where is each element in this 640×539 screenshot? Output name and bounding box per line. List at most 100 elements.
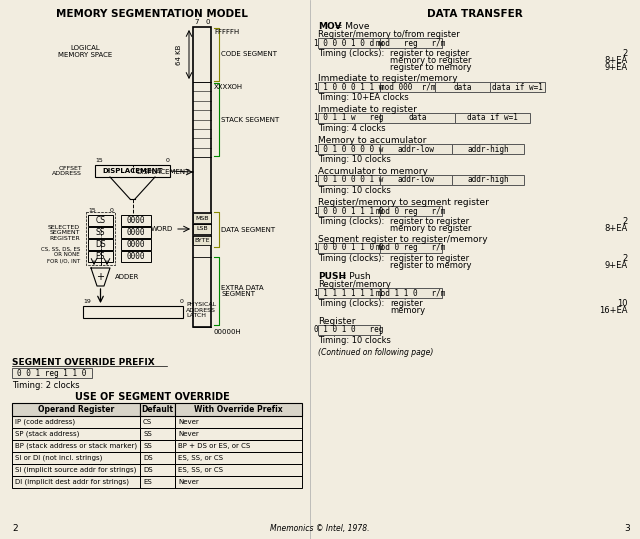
Bar bbox=[193, 27, 211, 327]
Bar bbox=[121, 215, 151, 226]
Text: ES: ES bbox=[96, 252, 105, 261]
Bar bbox=[380, 38, 442, 48]
Text: data if w=1: data if w=1 bbox=[467, 114, 518, 122]
Text: 1 0 1 0 0 0 1 w: 1 0 1 0 0 0 1 w bbox=[314, 176, 384, 184]
Text: With Override Prefix: With Override Prefix bbox=[194, 405, 283, 414]
Text: 0: 0 bbox=[109, 208, 113, 213]
Text: SS: SS bbox=[143, 443, 152, 449]
Text: 0000: 0000 bbox=[127, 228, 145, 237]
Text: DS: DS bbox=[95, 240, 106, 249]
Text: 16+EA: 16+EA bbox=[600, 306, 628, 315]
Text: addr-high: addr-high bbox=[467, 144, 509, 154]
Text: Register/memory: Register/memory bbox=[318, 280, 391, 289]
Bar bbox=[193, 235, 211, 245]
Text: 1 0 0 0 1 1 1 0: 1 0 0 0 1 1 1 0 bbox=[314, 206, 384, 216]
Text: ES, SS, or CS: ES, SS, or CS bbox=[178, 455, 223, 461]
Text: 0 0 1 reg 1 1 0: 0 0 1 reg 1 1 0 bbox=[17, 369, 86, 377]
Text: Timing: 10+EA clocks: Timing: 10+EA clocks bbox=[318, 93, 409, 102]
Text: register: register bbox=[390, 299, 423, 308]
Text: MEMORY SEGMENTATION MODEL: MEMORY SEGMENTATION MODEL bbox=[56, 9, 248, 19]
Text: addr-low: addr-low bbox=[397, 144, 435, 154]
Text: 0000: 0000 bbox=[127, 252, 145, 261]
Text: MSB: MSB bbox=[195, 216, 209, 220]
Bar bbox=[380, 206, 442, 216]
Text: register to register: register to register bbox=[390, 254, 469, 263]
Text: Timing: 4 clocks: Timing: 4 clocks bbox=[318, 124, 386, 133]
Text: Register/memory to segment register: Register/memory to segment register bbox=[318, 198, 489, 207]
Text: PHYSICAL
ADDRESS
LATCH: PHYSICAL ADDRESS LATCH bbox=[186, 302, 216, 319]
Bar bbox=[83, 306, 183, 318]
Text: CS: CS bbox=[95, 216, 106, 225]
Text: 9+EA: 9+EA bbox=[605, 261, 628, 270]
Bar bbox=[318, 82, 380, 92]
Text: PUSH: PUSH bbox=[318, 272, 346, 281]
Bar bbox=[140, 440, 175, 452]
Text: Timing (clocks):: Timing (clocks): bbox=[318, 49, 384, 58]
Text: +: + bbox=[97, 272, 104, 282]
Text: 1 0 0 0 1 0 d w: 1 0 0 0 1 0 d w bbox=[314, 38, 384, 47]
Text: mod 0 reg   r/m: mod 0 reg r/m bbox=[376, 244, 445, 252]
Text: 0: 0 bbox=[166, 158, 170, 163]
Text: register to memory: register to memory bbox=[390, 261, 472, 270]
Bar bbox=[455, 113, 530, 123]
Text: 3: 3 bbox=[624, 524, 630, 533]
Text: 15: 15 bbox=[88, 208, 96, 213]
Bar bbox=[140, 476, 175, 488]
Text: Timing: 10 clocks: Timing: 10 clocks bbox=[318, 336, 391, 345]
Text: data if w=1: data if w=1 bbox=[492, 82, 543, 92]
Text: mod 1 1 0   r/m: mod 1 1 0 r/m bbox=[376, 288, 445, 298]
Bar bbox=[175, 440, 302, 452]
Bar bbox=[175, 428, 302, 440]
Text: register to register: register to register bbox=[390, 49, 469, 58]
Bar bbox=[193, 213, 211, 223]
Text: 0000: 0000 bbox=[127, 240, 145, 249]
Bar bbox=[12, 428, 140, 440]
Bar bbox=[318, 38, 380, 48]
Bar bbox=[12, 440, 140, 452]
Text: 1 0 1 1 w   reg: 1 0 1 1 w reg bbox=[314, 114, 384, 122]
Text: DATA TRANSFER: DATA TRANSFER bbox=[427, 9, 523, 19]
Text: Timing (clocks):: Timing (clocks): bbox=[318, 217, 384, 226]
Text: SELECTED
SEGMENT
REGISTER: SELECTED SEGMENT REGISTER bbox=[48, 225, 80, 241]
Text: data: data bbox=[453, 82, 472, 92]
Text: 1 1 0 0 0 1 1 w: 1 1 0 0 0 1 1 w bbox=[314, 82, 384, 92]
Bar bbox=[435, 82, 490, 92]
Bar bbox=[12, 464, 140, 476]
Text: Register: Register bbox=[318, 317, 355, 326]
Text: Immediate to register: Immediate to register bbox=[318, 105, 417, 114]
Text: SI or DI (not incl. strings): SI or DI (not incl. strings) bbox=[15, 455, 102, 461]
Text: SI (implicit source addr for strings): SI (implicit source addr for strings) bbox=[15, 467, 136, 473]
Bar bbox=[380, 288, 442, 298]
Bar bbox=[140, 416, 175, 428]
Bar bbox=[490, 82, 545, 92]
Text: LOGICAL
MEMORY SPACE: LOGICAL MEMORY SPACE bbox=[58, 45, 112, 58]
Text: 0: 0 bbox=[179, 299, 183, 304]
Bar bbox=[380, 82, 435, 92]
Text: = Push: = Push bbox=[336, 272, 371, 281]
Text: addr-low: addr-low bbox=[397, 176, 435, 184]
Text: CS: CS bbox=[143, 419, 152, 425]
Text: DS: DS bbox=[143, 467, 152, 473]
Text: Timing: 2 clocks: Timing: 2 clocks bbox=[12, 381, 79, 390]
Bar bbox=[88, 251, 113, 262]
Text: Mnemonics © Intel, 1978.: Mnemonics © Intel, 1978. bbox=[270, 524, 370, 533]
Text: OFFSET
ADDRESS: OFFSET ADDRESS bbox=[52, 165, 82, 176]
Bar bbox=[88, 227, 113, 238]
Text: Memory to accumulator: Memory to accumulator bbox=[318, 136, 426, 145]
Text: Never: Never bbox=[178, 419, 199, 425]
Text: WORD: WORD bbox=[151, 226, 173, 232]
Text: CS, SS, DS, ES
OR NONE
FOR I/O, INT: CS, SS, DS, ES OR NONE FOR I/O, INT bbox=[40, 247, 80, 263]
Text: memory: memory bbox=[390, 306, 425, 315]
Text: 0 1 0 1 0   reg: 0 1 0 1 0 reg bbox=[314, 326, 384, 335]
Text: ADDER: ADDER bbox=[115, 274, 140, 280]
Bar bbox=[380, 243, 442, 253]
Bar bbox=[380, 175, 452, 185]
Text: Never: Never bbox=[178, 479, 199, 485]
Bar bbox=[12, 368, 92, 378]
Bar bbox=[140, 428, 175, 440]
Bar bbox=[175, 476, 302, 488]
Bar bbox=[175, 403, 302, 416]
Text: Never: Never bbox=[178, 431, 199, 437]
Text: register to register: register to register bbox=[390, 217, 469, 226]
Bar bbox=[380, 144, 452, 154]
